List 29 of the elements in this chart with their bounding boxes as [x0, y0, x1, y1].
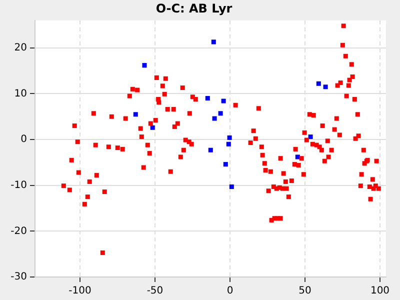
point: [323, 84, 328, 90]
x-tick-label: -100: [68, 286, 92, 297]
point: [229, 184, 234, 189]
point: [226, 142, 231, 146]
y-tick-label: -20: [10, 226, 27, 237]
x-tick-label: 0: [226, 286, 234, 297]
point: [223, 162, 228, 167]
y-tick-label: -30: [10, 272, 27, 283]
chart-title: O-C: AB Lyr: [156, 1, 232, 16]
x-tick-label: -50: [146, 286, 164, 297]
point: [308, 134, 313, 140]
point: [316, 81, 321, 86]
y-tick-label: 10: [14, 88, 27, 100]
point: [142, 63, 147, 68]
y-tick-label: 0: [20, 134, 27, 146]
x-tick-label: 100: [370, 286, 390, 297]
point: [212, 116, 217, 121]
y-tick-label: 20: [14, 42, 27, 54]
point: [295, 154, 300, 160]
point: [218, 111, 223, 116]
point: [221, 98, 226, 104]
x-tick-label: 50: [298, 286, 312, 297]
point: [205, 96, 210, 101]
y-tick-label: -10: [10, 180, 27, 191]
point: [133, 112, 138, 117]
point: [208, 148, 213, 152]
point: [211, 40, 216, 44]
point: [227, 135, 232, 140]
point: [150, 125, 155, 130]
